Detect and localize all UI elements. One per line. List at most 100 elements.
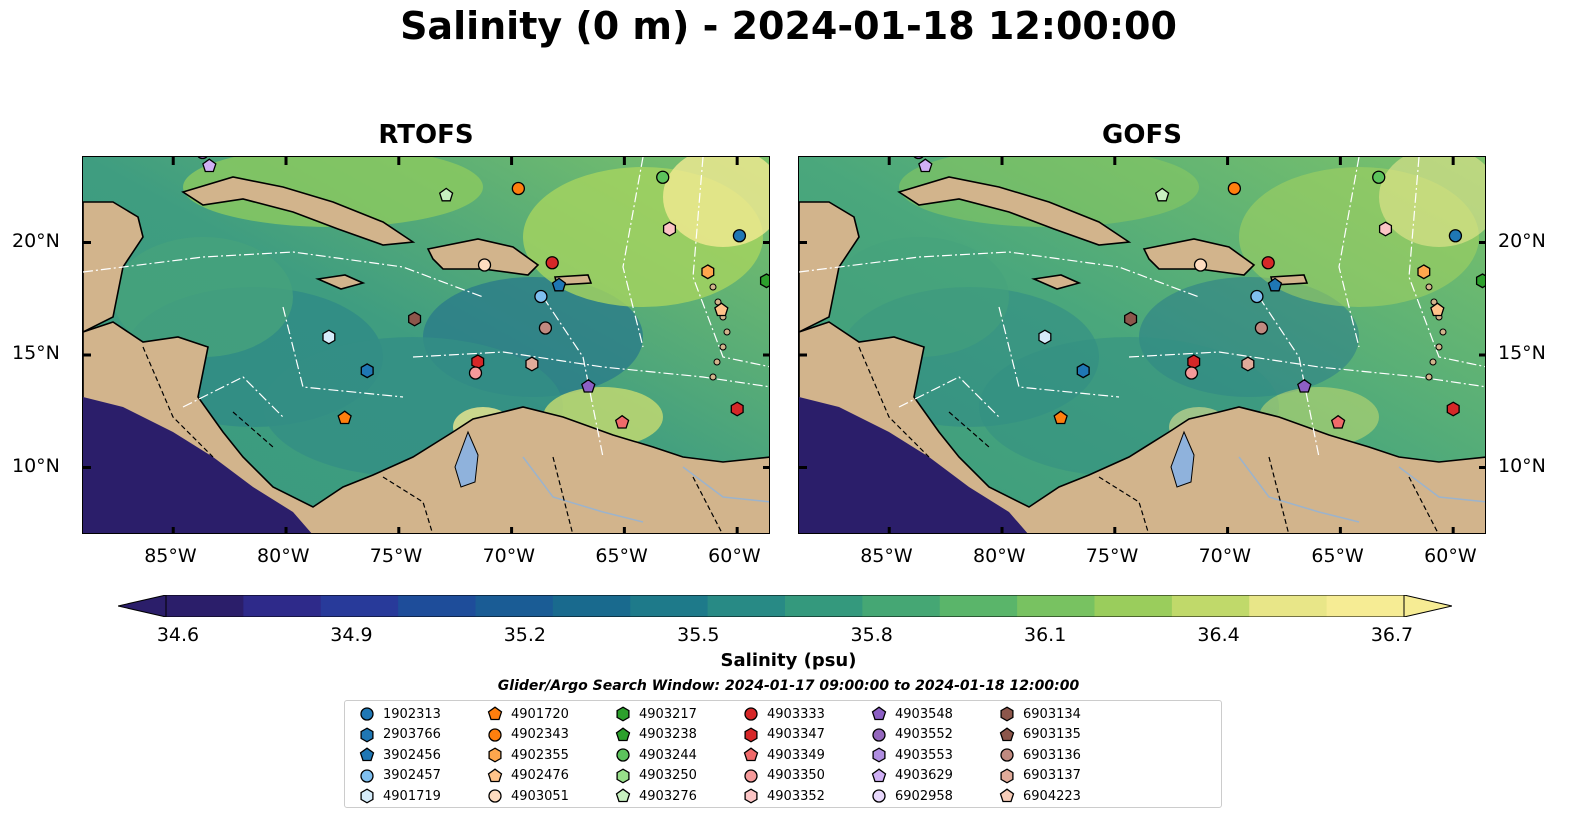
legend-marker-icon	[871, 767, 887, 782]
colorbar-frame	[165, 595, 1405, 617]
eez-boundary	[1338, 157, 1360, 348]
legend-marker	[360, 707, 374, 721]
colorbar-segment	[1326, 595, 1405, 617]
float-marker	[1448, 229, 1463, 243]
legend-item: 4903250	[615, 767, 697, 785]
legend-marker-icon	[872, 747, 886, 763]
float-marker	[732, 229, 747, 243]
landmass	[1031, 274, 1082, 290]
pacific-ocean	[799, 397, 1028, 533]
float-marker	[408, 311, 422, 327]
legend-marker-icon	[744, 768, 758, 783]
legend-marker	[360, 768, 374, 783]
legend-marker	[616, 767, 630, 784]
legend-marker	[488, 789, 502, 803]
float-marker	[1154, 187, 1170, 202]
legend-marker	[871, 706, 887, 721]
float-marker	[1038, 329, 1052, 345]
river	[522, 456, 644, 523]
legend-label: 2903766	[383, 727, 441, 742]
legend-marker	[743, 747, 759, 762]
legend-marker-icon	[999, 726, 1015, 741]
colorbar-segment	[1171, 595, 1250, 617]
colorbar-segment	[166, 595, 244, 617]
legend-item: 4902476	[487, 767, 569, 785]
island	[1435, 343, 1443, 351]
x-tick-label: 70°W	[482, 545, 536, 567]
float-marker	[656, 170, 670, 184]
legend-marker-icon	[1000, 767, 1014, 784]
colorbar-tick-label: 34.6	[156, 624, 200, 646]
colorbar-tick-label: 35.8	[850, 624, 893, 646]
island	[713, 358, 721, 366]
island	[1439, 328, 1447, 336]
legend-marker-icon	[999, 788, 1015, 803]
float-marker	[701, 264, 715, 280]
float-legend: 1902313 2903766 3902456 3902457 4901719 49017…	[344, 700, 1222, 808]
colorbar-segment	[707, 595, 786, 617]
eez-boundary	[1128, 351, 1485, 388]
legend-label: 4902355	[511, 747, 569, 763]
map-gofs	[798, 156, 1486, 534]
y-tick-label: 10°N	[12, 454, 60, 477]
legend-label: 6903134	[1023, 706, 1081, 722]
legend-label: 4903629	[895, 768, 953, 783]
legend-item: 6903134	[999, 705, 1081, 723]
x-tick-label: 60°W	[708, 545, 761, 567]
salinity-patch	[829, 237, 1009, 357]
legend-marker-icon	[743, 747, 759, 762]
float-marker	[477, 258, 492, 272]
legend-marker-icon	[744, 707, 758, 721]
legend-item: 4903629	[871, 767, 953, 785]
legend-label: 4903250	[639, 768, 697, 783]
float-marker	[1417, 264, 1431, 280]
float-marker	[1053, 410, 1068, 425]
colorbar-extend-high	[1403, 595, 1452, 617]
legend-item: 4903217	[615, 705, 697, 723]
legend-marker-icon	[487, 706, 503, 721]
legend-item: 4903333	[743, 705, 825, 723]
lake-maracaibo	[454, 430, 479, 488]
legend-label: 6903137	[1023, 768, 1081, 783]
legend-marker	[744, 707, 758, 721]
legend-label: 4903552	[895, 727, 953, 742]
country-border	[232, 411, 274, 448]
float-marker	[1430, 302, 1445, 317]
legend-label: 4903553	[895, 747, 953, 763]
landmass	[83, 321, 769, 533]
legend-label: 6903136	[1023, 747, 1081, 763]
float-marker	[1184, 366, 1199, 380]
float-marker	[438, 187, 454, 202]
legend-marker-icon	[487, 767, 503, 782]
legend-item: 4903244	[615, 746, 697, 764]
y-tick-label: 20°N	[1498, 229, 1546, 252]
float-marker	[1267, 277, 1283, 292]
search-window-caption: Glider/Argo Search Window: 2024-01-17 09…	[497, 678, 1080, 694]
country-border	[1268, 456, 1290, 533]
map-rtofs	[82, 156, 770, 534]
legend-item: 4903352	[743, 787, 825, 805]
x-tick-label: 85°W	[860, 545, 913, 567]
legend-marker	[615, 788, 631, 803]
eez-boundary	[998, 306, 1120, 398]
float-marker	[581, 378, 596, 393]
float-marker	[471, 354, 485, 370]
salinity-patch	[1379, 157, 1485, 247]
legend-item: 6902958	[871, 787, 953, 805]
island	[1425, 373, 1433, 381]
legend-marker	[360, 726, 374, 743]
y-tick-label: 15°N	[12, 342, 60, 364]
legend-label: 4903244	[639, 747, 697, 763]
legend-marker	[1000, 706, 1014, 722]
legend-marker-icon	[616, 706, 630, 722]
eez-boundary	[282, 306, 404, 398]
legend-label: 4901720	[511, 706, 569, 722]
float-marker	[714, 302, 729, 317]
eez-boundary	[622, 157, 644, 348]
colorbar-segment	[243, 595, 322, 617]
float-marker	[1372, 170, 1386, 184]
float-marker	[614, 414, 630, 429]
legend-label: 4903051	[511, 788, 569, 804]
colorbar-segment	[475, 595, 554, 617]
legend-item: 4903552	[871, 726, 953, 744]
